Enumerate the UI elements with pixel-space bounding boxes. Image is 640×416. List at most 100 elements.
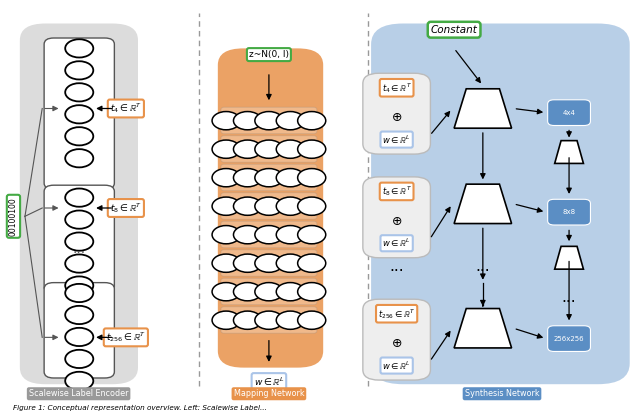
- Circle shape: [212, 225, 240, 244]
- Circle shape: [255, 111, 283, 130]
- FancyBboxPatch shape: [363, 73, 431, 154]
- Circle shape: [276, 197, 305, 215]
- Circle shape: [234, 140, 262, 158]
- Circle shape: [234, 168, 262, 187]
- FancyBboxPatch shape: [363, 299, 431, 380]
- Circle shape: [298, 168, 326, 187]
- Circle shape: [255, 140, 283, 158]
- Text: ...: ...: [562, 290, 577, 305]
- Circle shape: [276, 225, 305, 244]
- FancyBboxPatch shape: [221, 164, 317, 191]
- Polygon shape: [555, 141, 584, 163]
- Text: Figure 1: Conceptual representation overview. Left: Scalewise Label...: Figure 1: Conceptual representation over…: [13, 405, 268, 411]
- FancyBboxPatch shape: [44, 38, 115, 189]
- FancyBboxPatch shape: [371, 23, 630, 384]
- Polygon shape: [454, 309, 511, 348]
- Text: Synthesis Network: Synthesis Network: [465, 389, 540, 398]
- Circle shape: [298, 111, 326, 130]
- FancyBboxPatch shape: [221, 193, 317, 219]
- FancyBboxPatch shape: [548, 100, 591, 126]
- Text: $t_8 \in \mathbb{R}^T$: $t_8 \in \mathbb{R}^T$: [110, 201, 142, 215]
- Text: $t_8 \in \mathbb{R}^T$: $t_8 \in \mathbb{R}^T$: [381, 184, 412, 198]
- Circle shape: [298, 254, 326, 272]
- FancyBboxPatch shape: [363, 177, 431, 258]
- Circle shape: [65, 61, 93, 79]
- Text: $w \in \mathbb{R}^L$: $w \in \mathbb{R}^L$: [382, 359, 411, 372]
- Text: ...: ...: [476, 259, 490, 274]
- Circle shape: [234, 111, 262, 130]
- FancyBboxPatch shape: [221, 307, 317, 333]
- Circle shape: [65, 233, 93, 251]
- Text: $w \in \mathbb{R}^L$: $w \in \mathbb{R}^L$: [382, 237, 411, 250]
- FancyBboxPatch shape: [221, 221, 317, 248]
- Circle shape: [65, 149, 93, 167]
- Text: $\oplus$: $\oplus$: [391, 111, 403, 124]
- Circle shape: [255, 168, 283, 187]
- Circle shape: [298, 282, 326, 301]
- Circle shape: [255, 282, 283, 301]
- Circle shape: [212, 254, 240, 272]
- FancyBboxPatch shape: [221, 278, 317, 305]
- Circle shape: [65, 105, 93, 124]
- Circle shape: [298, 197, 326, 215]
- Polygon shape: [454, 89, 511, 128]
- FancyBboxPatch shape: [548, 326, 591, 352]
- Text: $t_4 \in \mathbb{R}^T$: $t_4 \in \mathbb{R}^T$: [381, 81, 412, 95]
- Circle shape: [65, 306, 93, 324]
- Circle shape: [276, 111, 305, 130]
- FancyBboxPatch shape: [218, 48, 323, 368]
- Circle shape: [65, 328, 93, 346]
- Circle shape: [65, 210, 93, 229]
- FancyBboxPatch shape: [20, 23, 138, 384]
- Circle shape: [234, 311, 262, 329]
- Text: Mapping Network: Mapping Network: [234, 389, 304, 398]
- Text: ...: ...: [389, 259, 404, 274]
- FancyBboxPatch shape: [548, 199, 591, 225]
- Circle shape: [65, 255, 93, 272]
- Circle shape: [212, 140, 240, 158]
- FancyBboxPatch shape: [44, 282, 115, 378]
- Circle shape: [276, 282, 305, 301]
- Circle shape: [65, 188, 93, 207]
- Text: Constant: Constant: [431, 25, 477, 35]
- Text: z~N(0, I): z~N(0, I): [249, 50, 289, 59]
- Circle shape: [298, 225, 326, 244]
- FancyBboxPatch shape: [44, 185, 115, 293]
- Text: $t_{256} \in \mathbb{R}^T$: $t_{256} \in \mathbb{R}^T$: [378, 307, 415, 321]
- Circle shape: [65, 276, 93, 295]
- Text: 8x8: 8x8: [563, 209, 575, 215]
- Circle shape: [276, 254, 305, 272]
- Circle shape: [255, 311, 283, 329]
- Circle shape: [65, 83, 93, 102]
- Text: 4x4: 4x4: [563, 110, 575, 116]
- FancyBboxPatch shape: [221, 136, 317, 162]
- Circle shape: [276, 168, 305, 187]
- Text: ...: ...: [73, 243, 86, 256]
- Polygon shape: [454, 184, 511, 223]
- Circle shape: [234, 225, 262, 244]
- Circle shape: [255, 254, 283, 272]
- Text: $t_{256} \in \mathbb{R}^T$: $t_{256} \in \mathbb{R}^T$: [106, 330, 146, 344]
- Text: $t_4 \in \mathbb{R}^T$: $t_4 \in \mathbb{R}^T$: [110, 102, 142, 116]
- FancyBboxPatch shape: [221, 107, 317, 134]
- Circle shape: [276, 140, 305, 158]
- Circle shape: [298, 311, 326, 329]
- Text: $\oplus$: $\oplus$: [391, 337, 403, 350]
- Circle shape: [276, 311, 305, 329]
- Circle shape: [65, 350, 93, 368]
- Text: 00100100: 00100100: [9, 197, 18, 236]
- Polygon shape: [555, 246, 584, 269]
- FancyBboxPatch shape: [221, 250, 317, 276]
- Text: $w \in \mathbb{R}^L$: $w \in \mathbb{R}^L$: [382, 134, 411, 146]
- Circle shape: [234, 254, 262, 272]
- Text: $w \in \mathbb{R}^L$: $w \in \mathbb{R}^L$: [253, 375, 284, 388]
- Circle shape: [65, 39, 93, 57]
- Circle shape: [255, 197, 283, 215]
- Text: Scalewise Label Encoder: Scalewise Label Encoder: [29, 389, 129, 398]
- Circle shape: [255, 225, 283, 244]
- Circle shape: [234, 197, 262, 215]
- Circle shape: [212, 168, 240, 187]
- Circle shape: [212, 311, 240, 329]
- Circle shape: [65, 372, 93, 390]
- Circle shape: [212, 197, 240, 215]
